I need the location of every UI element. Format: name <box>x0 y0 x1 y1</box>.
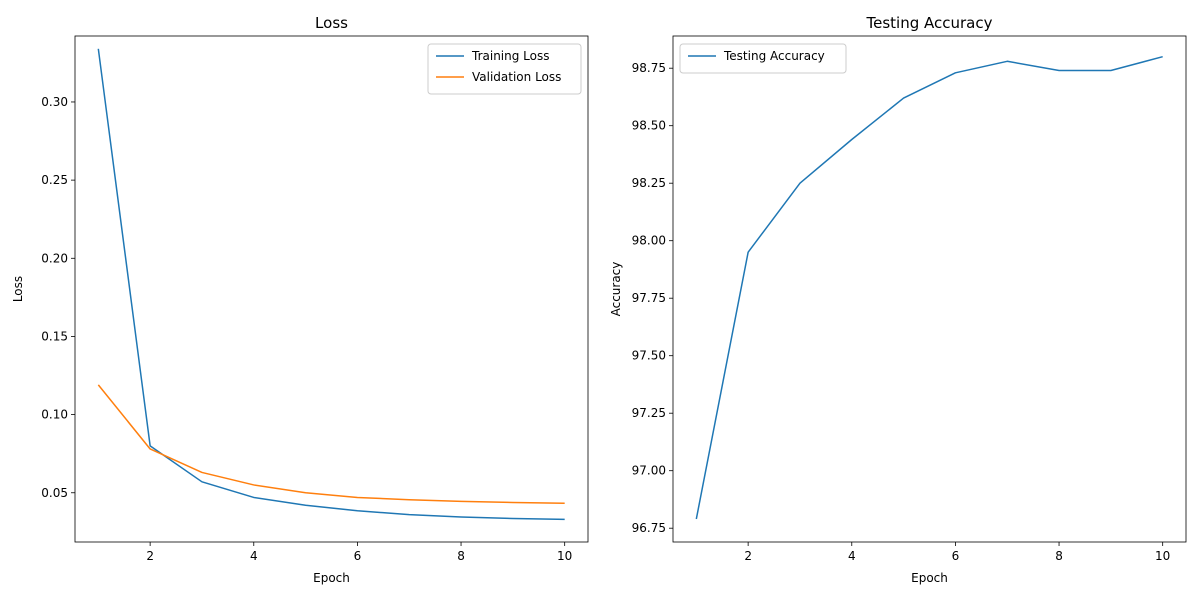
chart-title: Testing Accuracy <box>866 14 993 32</box>
legend: Testing Accuracy <box>679 43 847 74</box>
x-tick-label: 4 <box>250 549 258 563</box>
y-tick-label: 98.50 <box>632 119 666 133</box>
y-axis-label: Loss <box>11 276 25 302</box>
y-tick-label: 97.25 <box>632 406 666 420</box>
x-tick-label: 2 <box>744 549 752 563</box>
x-tick-label: 4 <box>848 549 856 563</box>
y-tick-label: 0.30 <box>41 95 68 109</box>
x-tick-label: 10 <box>1155 549 1170 563</box>
legend-box <box>679 43 847 74</box>
x-tick-label: 2 <box>146 549 154 563</box>
legend-box <box>427 43 582 95</box>
y-tick-label: 0.20 <box>41 251 68 265</box>
legend-label: Training Loss <box>471 49 549 63</box>
series-line-0 <box>97 48 565 521</box>
y-tick-label: 98.75 <box>632 61 666 75</box>
y-tick-label: 0.10 <box>41 408 68 422</box>
x-tick-label: 6 <box>952 549 960 563</box>
x-tick-label: 10 <box>557 549 572 563</box>
x-axis-label: Epoch <box>313 571 350 585</box>
y-axis-label: Accuracy <box>609 262 623 317</box>
legend-label: Validation Loss <box>472 70 561 84</box>
x-tick-label: 8 <box>1055 549 1063 563</box>
legend: Training Loss Validation Loss <box>427 43 582 95</box>
y-tick-label: 0.25 <box>41 173 68 187</box>
y-tick-label: 98.25 <box>632 176 666 190</box>
y-tick-label: 97.00 <box>632 464 666 478</box>
y-tick-label: 96.75 <box>632 521 666 535</box>
plot-frame <box>672 35 1187 543</box>
y-tick-label: 98.00 <box>632 234 666 248</box>
series-line-0 <box>695 55 1163 520</box>
chart-title: Loss <box>315 14 348 32</box>
x-tick-label: 6 <box>354 549 362 563</box>
y-tick-label: 97.50 <box>632 349 666 363</box>
legend-label: Testing Accuracy <box>723 49 825 63</box>
x-axis-label: Epoch <box>911 571 948 585</box>
y-tick-label: 97.75 <box>632 291 666 305</box>
y-tick-label: 0.15 <box>41 329 68 343</box>
series-line-1 <box>97 384 565 504</box>
y-tick-label: 0.05 <box>41 486 68 500</box>
plot-frame <box>74 35 589 543</box>
loss-chart-panel: Loss Epoch Loss 2 4 6 8 10 0.05 0.10 0.15 0.20 0.… <box>11 14 589 585</box>
accuracy-chart-panel: Testing Accuracy Epoch Accuracy 2 4 6 8 10 96… <box>609 14 1187 585</box>
x-tick-label: 8 <box>457 549 465 563</box>
